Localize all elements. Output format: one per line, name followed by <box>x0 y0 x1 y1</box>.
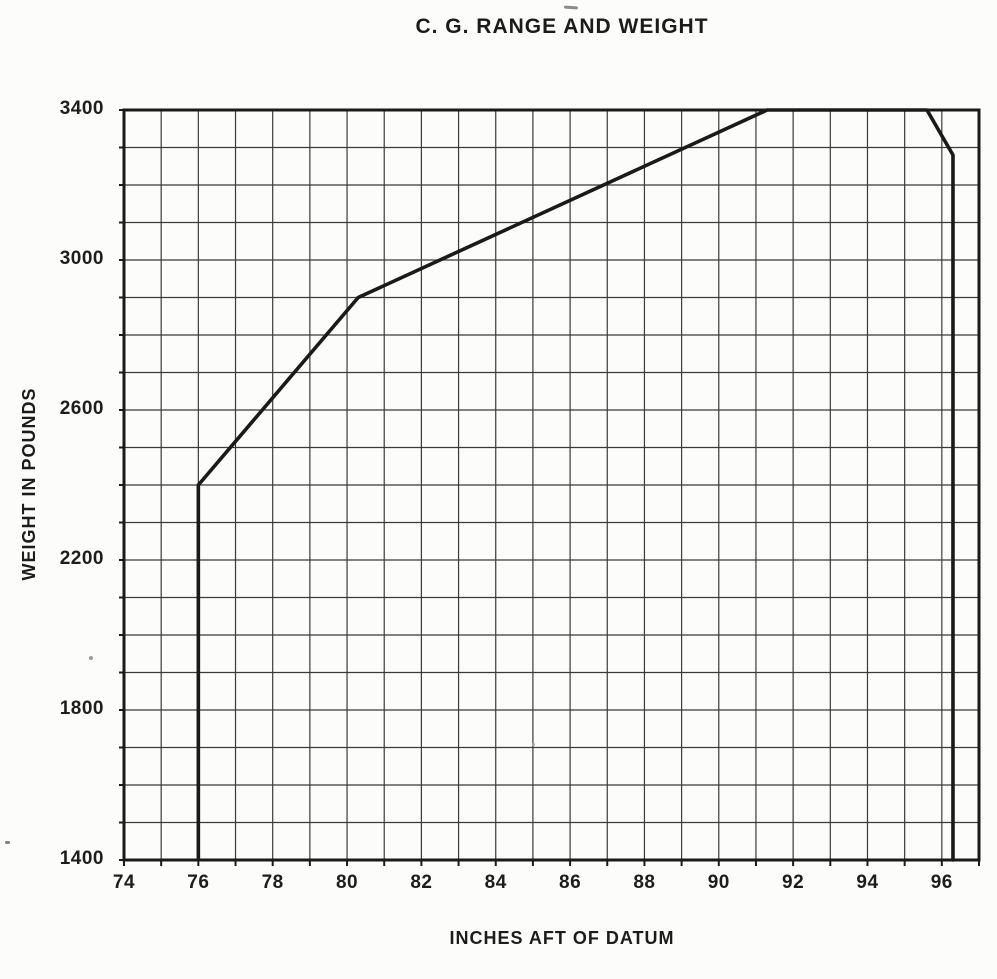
x-tick-label: 86 <box>559 872 582 893</box>
scan-artifact <box>89 656 93 660</box>
x-axis-title: INCHES AFT OF DATUM <box>449 928 675 948</box>
x-tick-label: 90 <box>707 872 730 893</box>
cg-envelope-line <box>196 108 955 862</box>
scan-artifact <box>563 5 579 10</box>
x-tick-label: 96 <box>930 872 953 893</box>
x-tick-label: 80 <box>335 872 359 893</box>
x-tick-label: 82 <box>410 872 433 893</box>
cg-envelope-plot <box>119 108 981 866</box>
scan-artifact <box>5 841 10 844</box>
plot-border <box>122 108 981 862</box>
y-tick-label: 3000 <box>59 248 104 269</box>
x-tick-label: 78 <box>261 872 284 893</box>
chart-title: C. G. RANGE AND WEIGHT <box>415 15 709 38</box>
y-tick-label: 1400 <box>59 848 104 869</box>
x-tick-label: 88 <box>633 872 656 893</box>
y-tick-label: 3400 <box>59 98 104 119</box>
grid-lines <box>124 110 979 860</box>
x-tick-label: 76 <box>187 872 210 893</box>
y-axis-title: WEIGHT IN POUNDS <box>19 387 39 581</box>
y-tick-label: 2200 <box>59 548 104 569</box>
x-tick-label: 94 <box>856 872 879 893</box>
x-tick-label: 74 <box>112 872 136 893</box>
y-tick-label: 2600 <box>59 398 104 419</box>
x-tick-label: 84 <box>484 872 507 893</box>
scan-artifact <box>532 743 535 746</box>
axis-ticks <box>119 109 980 866</box>
x-tick-label: 92 <box>782 872 805 893</box>
y-tick-label: 1800 <box>59 698 104 719</box>
